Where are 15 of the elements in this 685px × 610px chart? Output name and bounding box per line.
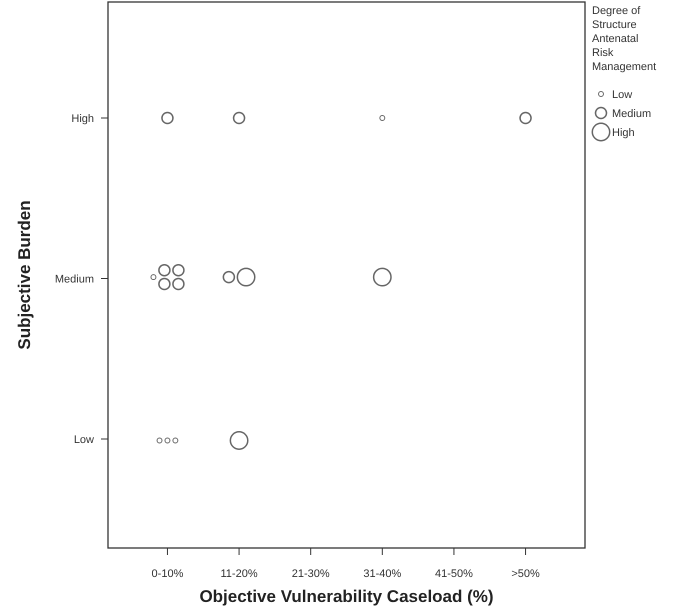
legend-label: Medium	[612, 108, 652, 120]
legend-label: Low	[612, 89, 632, 101]
category-label: High	[71, 113, 94, 125]
x-tick-label: 0-10%	[152, 568, 184, 580]
legend-label: High	[612, 127, 635, 139]
category-label: Medium	[54, 274, 94, 286]
y-axis-title: Subjective Burden	[15, 200, 34, 350]
x-tick-label: 31-40%	[363, 568, 402, 580]
category-label: Low	[74, 434, 94, 446]
x-tick-label: >50%	[511, 568, 540, 580]
x-tick-label: 41-50%	[434, 568, 474, 580]
legend-title: Degree of Structure Antenatal Risk Management	[592, 5, 656, 73]
x-tick-label: 11-20%	[220, 568, 258, 580]
x-tick-label: 21-30%	[292, 568, 330, 580]
x-axis-title: Objective Vulnerability Caseload (%)	[199, 587, 494, 606]
